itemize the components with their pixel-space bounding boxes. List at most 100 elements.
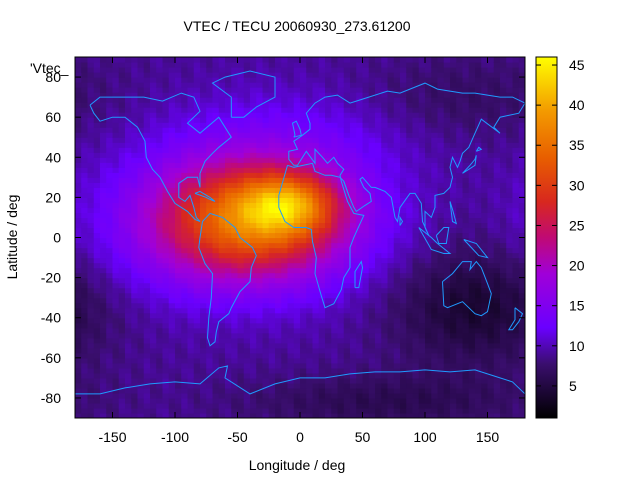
heatmap-cell <box>387 382 395 389</box>
heatmap-cell <box>93 287 101 294</box>
heatmap-cell <box>281 317 289 324</box>
heatmap-cell <box>293 312 301 319</box>
heatmap-cell <box>100 267 107 274</box>
heatmap-cell <box>406 77 414 83</box>
heatmap-cell <box>431 147 439 153</box>
heatmap-cell <box>443 357 451 364</box>
heatmap-cell <box>487 387 495 394</box>
heatmap-cell <box>243 402 251 409</box>
heatmap-cell <box>393 272 401 279</box>
heatmap-cell <box>243 357 251 364</box>
heatmap-cell <box>87 392 95 399</box>
heatmap-cell <box>381 217 389 224</box>
heatmap-cell <box>100 317 107 324</box>
heatmap-cell <box>93 157 101 163</box>
heatmap-cell <box>193 142 201 148</box>
heatmap-cell <box>156 337 164 344</box>
heatmap-cell <box>87 192 95 198</box>
heatmap-cell <box>187 72 195 78</box>
heatmap-cell <box>450 392 457 399</box>
heatmap-cell <box>200 302 207 309</box>
heatmap-cell <box>375 112 382 118</box>
heatmap-cell <box>281 167 289 173</box>
heatmap-cell <box>131 187 139 193</box>
heatmap-cell <box>431 352 439 359</box>
heatmap-cell <box>231 212 239 219</box>
heatmap-cell <box>250 307 257 314</box>
heatmap-cell <box>456 372 464 379</box>
heatmap-cell <box>112 67 120 73</box>
heatmap-cell <box>206 317 214 324</box>
heatmap-cell <box>500 197 507 203</box>
heatmap-cell <box>225 377 232 384</box>
heatmap-cell <box>281 182 289 188</box>
heatmap-cell <box>175 132 182 138</box>
heatmap-cell <box>137 107 145 113</box>
heatmap-cell <box>137 82 145 88</box>
heatmap-cell <box>193 322 201 329</box>
heatmap-cell <box>131 97 139 103</box>
heatmap-cell <box>418 67 426 73</box>
heatmap-cell <box>156 252 164 259</box>
heatmap-cell <box>350 327 357 334</box>
heatmap-cell <box>181 62 189 68</box>
heatmap-cell <box>218 397 226 404</box>
heatmap-cell <box>375 327 382 334</box>
heatmap-cell <box>337 307 345 314</box>
heatmap-cell <box>112 327 120 334</box>
heatmap-cell <box>250 412 257 418</box>
heatmap-cell <box>187 247 195 254</box>
heatmap-cell <box>262 232 270 239</box>
heatmap-cell <box>231 342 239 349</box>
heatmap-cell <box>112 322 120 329</box>
heatmap-cell <box>368 312 376 319</box>
heatmap-cell <box>425 392 432 399</box>
heatmap-cell <box>100 97 107 103</box>
heatmap-cell <box>325 82 332 88</box>
heatmap-cell <box>175 152 182 158</box>
heatmap-cell <box>187 262 195 269</box>
heatmap-cell <box>381 292 389 299</box>
heatmap-cell <box>462 322 470 329</box>
heatmap-cell <box>225 257 232 264</box>
heatmap-cell <box>212 87 220 93</box>
heatmap-cell <box>206 62 214 68</box>
heatmap-cell <box>231 117 239 123</box>
heatmap-cell <box>250 367 257 374</box>
heatmap-cell <box>206 322 214 329</box>
heatmap-cell <box>175 172 182 178</box>
heatmap-cell <box>318 112 326 118</box>
heatmap-cell <box>475 157 482 163</box>
heatmap-cell <box>287 132 295 138</box>
heatmap-cell <box>75 367 82 374</box>
heatmap-cell <box>106 82 114 88</box>
heatmap-cell <box>281 87 289 93</box>
heatmap-cell <box>331 347 339 354</box>
heatmap-cell <box>481 207 489 214</box>
heatmap-cell <box>250 292 257 299</box>
heatmap-cell <box>181 72 189 78</box>
heatmap-cell <box>400 182 407 188</box>
heatmap-cell <box>381 102 389 108</box>
heatmap-cell <box>250 357 257 364</box>
heatmap-cell <box>143 212 151 219</box>
heatmap-cell <box>106 232 114 239</box>
heatmap-cell <box>500 122 507 128</box>
heatmap-cell <box>387 197 395 203</box>
heatmap-cell <box>300 297 307 304</box>
heatmap-cell <box>312 92 320 98</box>
heatmap-cell <box>137 57 145 63</box>
heatmap-cell <box>381 107 389 113</box>
heatmap-cell <box>462 112 470 118</box>
heatmap-cell <box>156 112 164 118</box>
heatmap-cell <box>337 132 345 138</box>
heatmap-cell <box>93 187 101 193</box>
heatmap-cell <box>168 227 176 234</box>
heatmap-cell <box>268 97 276 103</box>
heatmap-cell <box>181 277 189 284</box>
heatmap-cell <box>256 362 264 369</box>
heatmap-cell <box>387 387 395 394</box>
heatmap-cell <box>393 227 401 234</box>
heatmap-cell <box>106 252 114 259</box>
heatmap-cell <box>131 197 139 203</box>
